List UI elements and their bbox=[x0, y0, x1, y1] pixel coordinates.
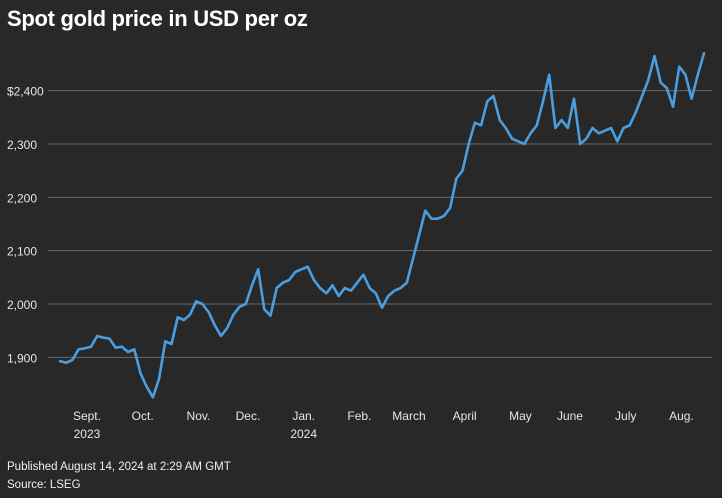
x-tick-label: April bbox=[452, 409, 477, 423]
x-tick-label: March bbox=[392, 409, 426, 423]
y-tick-label: 2,100 bbox=[7, 245, 37, 259]
x-tick-label: May bbox=[509, 409, 532, 423]
y-tick-label: $2,400 bbox=[7, 85, 44, 99]
x-tick-label: Sept. 2023 bbox=[72, 409, 101, 441]
x-tick-label: Oct. bbox=[131, 409, 154, 423]
x-tick-label: July bbox=[615, 409, 637, 423]
x-tick-label: Dec. bbox=[235, 409, 261, 423]
x-tick-label: June bbox=[556, 409, 583, 423]
x-tick-label: Nov. bbox=[186, 409, 211, 423]
y-tick-label: 2,000 bbox=[7, 298, 37, 312]
x-tick-label: Jan. 2024 bbox=[290, 409, 318, 441]
y-tick-label: 2,200 bbox=[7, 191, 37, 205]
x-tick-label: Feb. bbox=[347, 409, 372, 423]
published-note: Published August 14, 2024 at 2:29 AM GMT bbox=[7, 461, 231, 473]
x-tick-label: Aug. bbox=[669, 409, 694, 423]
source-note: Source: LSEG bbox=[7, 479, 81, 491]
price-line bbox=[58, 52, 706, 399]
chart-title: Spot gold price in USD per oz bbox=[7, 6, 308, 31]
y-tick-label: 2,300 bbox=[7, 138, 37, 152]
y-tick-label: 1,900 bbox=[7, 351, 37, 365]
